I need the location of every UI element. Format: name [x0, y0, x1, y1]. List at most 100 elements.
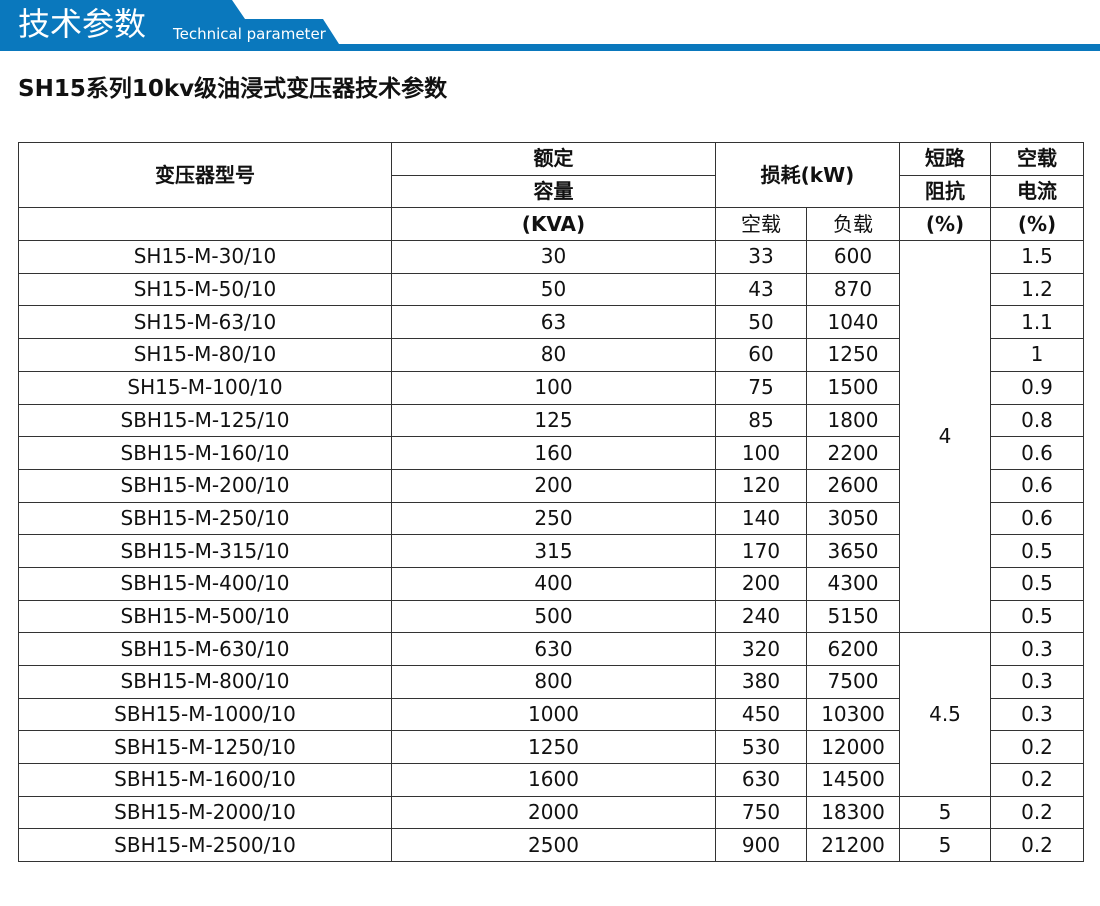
- cell-model: SBH15-M-800/10: [18, 665, 392, 699]
- cell-no-load-current: 0.2: [990, 730, 1084, 765]
- header-impedance-3: (%): [899, 207, 991, 242]
- cell-no-load-loss: 100: [715, 436, 807, 470]
- cell-no-load-loss: 200: [715, 566, 807, 601]
- header-capacity-3: (KVA): [391, 207, 716, 242]
- cell-load-loss: 21200: [806, 828, 900, 863]
- table-row: SBH15-M-800/10 800 380 7500 0.3: [18, 665, 1084, 699]
- cell-model: SBH15-M-400/10: [18, 566, 392, 601]
- cell-no-load-current: 0.3: [990, 697, 1084, 732]
- cell-no-load-current: 0.8: [990, 403, 1084, 438]
- cell-load-loss: 12000: [806, 730, 900, 765]
- table-row: SBH15-M-400/10 400 200 4300 0.5: [18, 566, 1084, 601]
- cell-load-loss: 600: [806, 240, 900, 274]
- table-row: SBH15-M-2500/10 2500 900 21200 5 0.2: [18, 828, 1084, 863]
- cell-no-load-current: 0.2: [990, 763, 1084, 797]
- cell-no-load-loss: 50: [715, 305, 807, 340]
- cell-no-load-loss: 140: [715, 501, 807, 536]
- cell-no-load-current: 0.9: [990, 370, 1084, 405]
- cell-capacity: 2000: [391, 795, 716, 830]
- cell-impedance: 4: [899, 240, 991, 634]
- cell-model: SBH15-M-250/10: [18, 501, 392, 536]
- cell-no-load-current: 0.5: [990, 599, 1084, 634]
- cell-capacity: 250: [391, 501, 716, 536]
- cell-no-load-loss: 750: [715, 795, 807, 830]
- table-row: SH15-M-80/10 80 60 1250 1: [18, 338, 1084, 372]
- cell-no-load-loss: 530: [715, 730, 807, 765]
- cell-load-loss: 7500: [806, 665, 900, 699]
- table-row: SBH15-M-1250/10 1250 530 12000 0.2: [18, 730, 1084, 765]
- header-model: 变压器型号: [18, 141, 392, 209]
- cell-capacity: 500: [391, 599, 716, 634]
- header-current-1: 空载: [990, 142, 1084, 176]
- table-row: SBH15-M-200/10 200 120 2600 0.6: [18, 468, 1084, 503]
- cell-capacity: 80: [391, 338, 716, 372]
- cell-no-load-current: 0.2: [990, 795, 1084, 830]
- cell-capacity: 800: [391, 665, 716, 699]
- cell-capacity: 30: [391, 240, 716, 274]
- cell-no-load-current: 1.2: [990, 272, 1084, 307]
- cell-load-loss: 1040: [806, 305, 900, 340]
- cell-model: SH15-M-100/10: [18, 370, 392, 405]
- cell-no-load-loss: 630: [715, 763, 807, 797]
- banner-shape: [0, 0, 1100, 51]
- cell-capacity: 125: [391, 403, 716, 438]
- header-current-2: 电流: [990, 174, 1084, 209]
- cell-capacity: 400: [391, 566, 716, 601]
- cell-impedance: 5: [899, 828, 991, 863]
- cell-load-loss: 10300: [806, 697, 900, 732]
- cell-load-loss: 1800: [806, 403, 900, 438]
- cell-capacity: 200: [391, 468, 716, 503]
- cell-model: SBH15-M-2500/10: [18, 828, 392, 863]
- cell-load-loss: 4300: [806, 566, 900, 601]
- cell-no-load-loss: 450: [715, 697, 807, 732]
- cell-capacity: 100: [391, 370, 716, 405]
- table-row: SBH15-M-250/10 250 140 3050 0.6: [18, 501, 1084, 536]
- cell-no-load-current: 1: [990, 338, 1084, 372]
- cell-capacity: 160: [391, 436, 716, 470]
- cell-load-loss: 870: [806, 272, 900, 307]
- cell-capacity: 63: [391, 305, 716, 340]
- banner-title: 技术参数: [18, 5, 147, 43]
- cell-load-loss: 3650: [806, 534, 900, 568]
- cell-no-load-loss: 33: [715, 240, 807, 274]
- table-row: SBH15-M-160/10 160 100 2200 0.6: [18, 436, 1084, 470]
- cell-model: SBH15-M-200/10: [18, 468, 392, 503]
- cell-no-load-loss: 170: [715, 534, 807, 568]
- cell-no-load-current: 1.5: [990, 240, 1084, 274]
- header-loss: 损耗(kW): [715, 141, 900, 209]
- header-capacity-2: 容量: [391, 174, 716, 209]
- cell-no-load-current: 0.6: [990, 501, 1084, 536]
- table-row: SBH15-M-125/10 125 85 1800 0.8: [18, 403, 1084, 438]
- table-row: SH15-M-30/10 30 33 600 4 1.5: [18, 240, 1084, 634]
- cell-load-loss: 2200: [806, 436, 900, 470]
- table-row: SBH15-M-1000/10 1000 450 10300 0.3: [18, 697, 1084, 732]
- header-model-blank: [18, 207, 392, 242]
- table-row: SH15-M-50/10 50 43 870 1.2: [18, 272, 1084, 307]
- cell-impedance: 5: [899, 795, 991, 830]
- cell-model: SH15-M-50/10: [18, 272, 392, 307]
- header-no-load: 空载: [715, 207, 807, 242]
- cell-no-load-loss: 240: [715, 599, 807, 634]
- cell-no-load-current: 0.6: [990, 468, 1084, 503]
- cell-no-load-loss: 60: [715, 338, 807, 372]
- cell-no-load-loss: 85: [715, 403, 807, 438]
- cell-load-loss: 14500: [806, 763, 900, 797]
- parameter-table: 变压器型号 额定 损耗(kW) 短路 空载 容量 阻抗 电流 (KVA) 空载 …: [18, 141, 1084, 863]
- cell-no-load-loss: 120: [715, 468, 807, 503]
- cell-load-loss: 18300: [806, 795, 900, 830]
- cell-no-load-current: 0.3: [990, 665, 1084, 699]
- cell-impedance: 4.5: [899, 632, 991, 797]
- cell-load-loss: 6200: [806, 632, 900, 666]
- cell-model: SBH15-M-160/10: [18, 436, 392, 470]
- table-row: SBH15-M-1600/10 1600 630 14500 0.2: [18, 763, 1084, 797]
- cell-load-loss: 1500: [806, 370, 900, 405]
- cell-load-loss: 1250: [806, 338, 900, 372]
- header-impedance-2: 阻抗: [899, 174, 991, 209]
- section-banner: 技术参数 Technical parameter: [0, 0, 1100, 52]
- table-row: SH15-M-100/10 100 75 1500 0.9: [18, 370, 1084, 405]
- cell-model: SBH15-M-2000/10: [18, 795, 392, 830]
- header-current-3: (%): [990, 207, 1084, 242]
- cell-no-load-loss: 380: [715, 665, 807, 699]
- cell-no-load-current: 0.3: [990, 632, 1084, 666]
- cell-model: SBH15-M-500/10: [18, 599, 392, 634]
